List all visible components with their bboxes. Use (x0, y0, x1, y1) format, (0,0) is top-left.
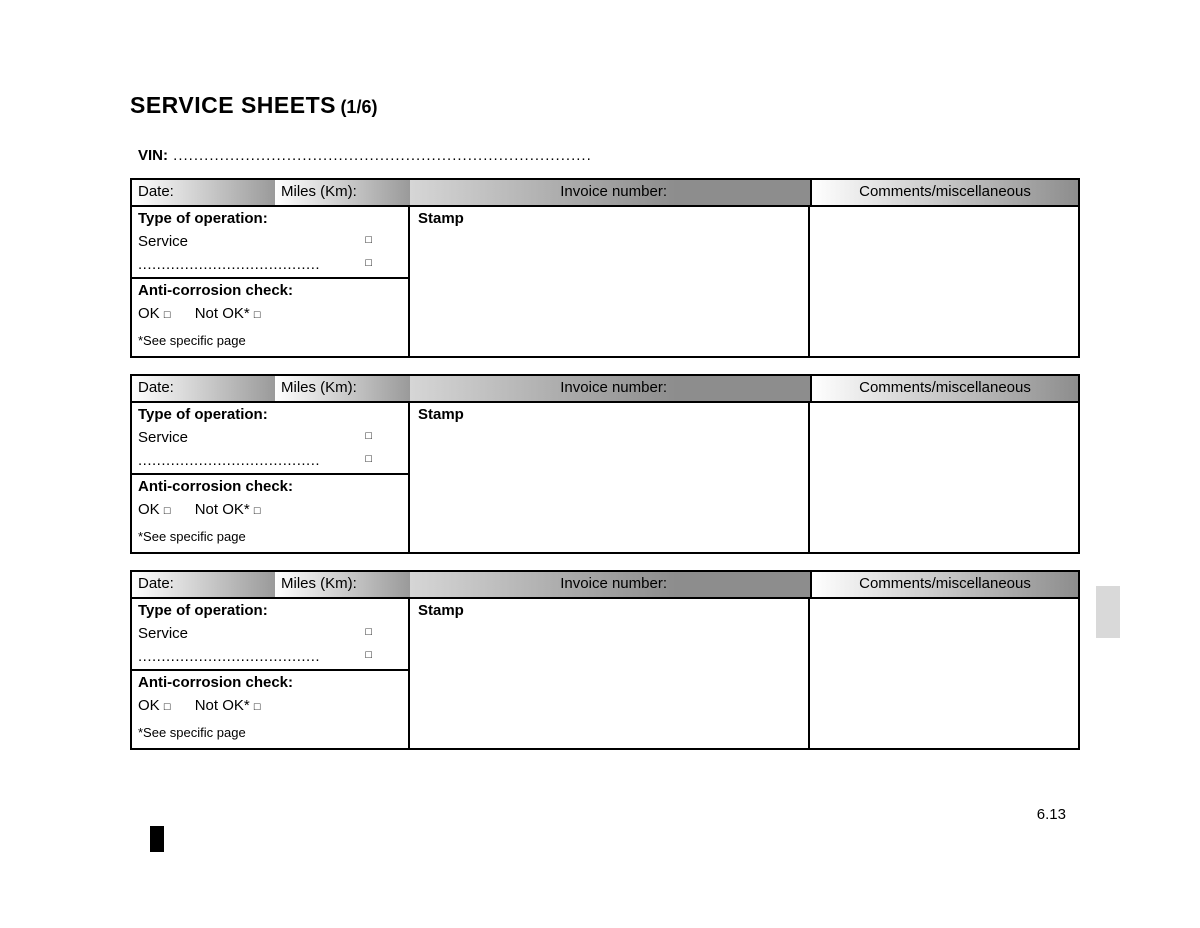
anticorrosion-title: Anti-corrosion check: (138, 282, 402, 299)
comments-area (810, 403, 1078, 552)
service-record: Date: Miles (Km): Invoice number: Commen… (130, 178, 1080, 358)
ok-checkbox[interactable]: □ (164, 505, 171, 517)
anticorrosion-block: Anti-corrosion check: OK □ Not OK* □ *Se… (132, 671, 408, 748)
operation-service-label: Service (138, 625, 188, 642)
header-miles: Miles (Km): (275, 376, 410, 401)
record-header: Date: Miles (Km): Invoice number: Commen… (132, 376, 1078, 403)
stamp-label: Stamp (418, 210, 800, 227)
notok-label: Not OK* (195, 501, 250, 518)
operation-other-line: ....................................... (138, 648, 320, 665)
stamp-area: Stamp (410, 599, 810, 748)
operation-title: Type of operation: (138, 602, 402, 619)
header-invoice: Invoice number: (410, 376, 675, 401)
header-comments: Comments/miscellaneous (810, 376, 1078, 401)
stamp-area: Stamp (410, 403, 810, 552)
header-miles: Miles (Km): (275, 180, 410, 205)
header-miles: Miles (Km): (275, 572, 410, 597)
anticorrosion-title: Anti-corrosion check: (138, 478, 402, 495)
anticorrosion-title: Anti-corrosion check: (138, 674, 402, 691)
header-invoice: Invoice number: (410, 572, 675, 597)
header-date: Date: (132, 572, 275, 597)
anticorrosion-block: Anti-corrosion check: OK □ Not OK* □ *Se… (132, 279, 408, 356)
ok-checkbox[interactable]: □ (164, 701, 171, 713)
service-record: Date: Miles (Km): Invoice number: Commen… (130, 374, 1080, 554)
ok-label: OK (138, 697, 160, 714)
other-checkbox[interactable]: □ (365, 452, 372, 469)
notok-checkbox[interactable]: □ (254, 309, 261, 321)
vin-fill-line: ........................................… (168, 147, 592, 164)
operation-title: Type of operation: (138, 210, 402, 227)
header-comments: Comments/miscellaneous (810, 180, 1078, 205)
header-spacer (675, 180, 810, 205)
operation-title: Type of operation: (138, 406, 402, 423)
anticorrosion-note: *See specific page (138, 333, 402, 348)
header-invoice: Invoice number: (410, 180, 675, 205)
operation-service-label: Service (138, 233, 188, 250)
other-checkbox[interactable]: □ (365, 648, 372, 665)
service-checkbox[interactable]: □ (365, 429, 372, 446)
page-title: SERVICE SHEETS (1/6) (130, 92, 1080, 119)
title-main: SERVICE SHEETS (130, 92, 336, 118)
operation-block: Type of operation: Service □ ...........… (132, 599, 408, 671)
notok-label: Not OK* (195, 697, 250, 714)
operation-other-line: ....................................... (138, 452, 320, 469)
anticorrosion-block: Anti-corrosion check: OK □ Not OK* □ *Se… (132, 475, 408, 552)
vin-label: VIN: (138, 147, 168, 164)
comments-area (810, 207, 1078, 356)
ok-label: OK (138, 305, 160, 322)
operation-block: Type of operation: Service □ ...........… (132, 403, 408, 475)
anticorrosion-note: *See specific page (138, 725, 402, 740)
side-tab (1096, 586, 1120, 638)
ok-label: OK (138, 501, 160, 518)
header-date: Date: (132, 180, 275, 205)
anticorrosion-note: *See specific page (138, 529, 402, 544)
operation-service-label: Service (138, 429, 188, 446)
record-header: Date: Miles (Km): Invoice number: Commen… (132, 572, 1078, 599)
other-checkbox[interactable]: □ (365, 256, 372, 273)
stamp-area: Stamp (410, 207, 810, 356)
notok-checkbox[interactable]: □ (254, 505, 261, 517)
page-number: 6.13 (1037, 806, 1066, 823)
notok-checkbox[interactable]: □ (254, 701, 261, 713)
stamp-label: Stamp (418, 602, 800, 619)
service-checkbox[interactable]: □ (365, 625, 372, 642)
service-checkbox[interactable]: □ (365, 233, 372, 250)
title-page-indicator: (1/6) (340, 97, 377, 117)
ok-checkbox[interactable]: □ (164, 309, 171, 321)
header-comments: Comments/miscellaneous (810, 572, 1078, 597)
footer-mark (150, 826, 164, 852)
operation-block: Type of operation: Service □ ...........… (132, 207, 408, 279)
stamp-label: Stamp (418, 406, 800, 423)
header-spacer (675, 572, 810, 597)
vin-field: VIN: ...................................… (138, 147, 1080, 164)
notok-label: Not OK* (195, 305, 250, 322)
service-record: Date: Miles (Km): Invoice number: Commen… (130, 570, 1080, 750)
record-header: Date: Miles (Km): Invoice number: Commen… (132, 180, 1078, 207)
header-spacer (675, 376, 810, 401)
operation-other-line: ....................................... (138, 256, 320, 273)
comments-area (810, 599, 1078, 748)
header-date: Date: (132, 376, 275, 401)
